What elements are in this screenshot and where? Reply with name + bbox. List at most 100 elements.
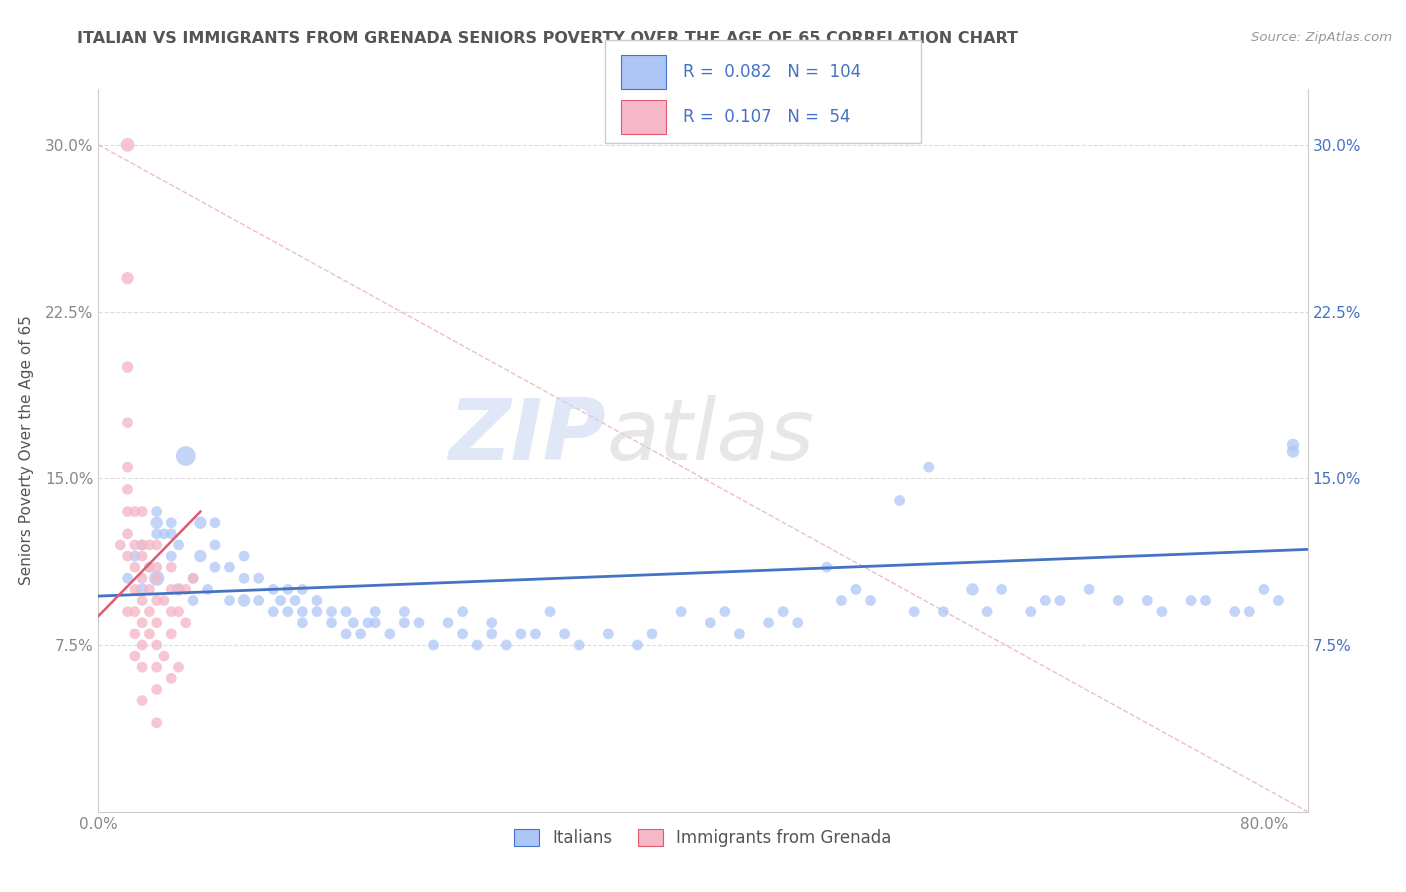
Point [167,538,190,552]
Point [422,638,444,652]
Point [626,638,648,652]
Point [167,582,190,597]
Point [1194,593,1216,607]
Point [153,593,176,607]
Point [437,615,460,630]
Legend: Italians, Immigrants from Grenada: Italians, Immigrants from Grenada [508,822,898,854]
Point [138,627,160,641]
Point [524,627,547,641]
Point [714,605,737,619]
Text: ZIP: ZIP [449,394,606,477]
Point [1049,593,1071,607]
Point [538,605,561,619]
Point [131,549,153,563]
Point [117,271,139,285]
Point [204,516,226,530]
Point [889,493,911,508]
Point [167,660,190,674]
Point [394,615,416,630]
Point [728,627,751,641]
Text: ITALIAN VS IMMIGRANTS FROM GRENADA SENIORS POVERTY OVER THE AGE OF 65 CORRELATIO: ITALIAN VS IMMIGRANTS FROM GRENADA SENIO… [77,31,1018,46]
Point [598,627,620,641]
Point [350,627,373,641]
Point [117,460,139,475]
Point [247,593,270,607]
Point [277,582,299,597]
Point [903,605,925,619]
Text: R =  0.107   N =  54: R = 0.107 N = 54 [683,108,851,126]
Point [117,137,139,152]
Point [451,627,474,641]
Point [932,605,955,619]
Point [160,671,183,685]
Point [124,582,146,597]
Point [131,538,153,552]
Point [160,605,183,619]
Point [145,516,167,530]
Y-axis label: Seniors Poverty Over the Age of 65: Seniors Poverty Over the Age of 65 [18,316,34,585]
Point [138,605,160,619]
Point [204,560,226,574]
Point [321,615,343,630]
Point [160,582,183,597]
Text: atlas: atlas [606,394,814,477]
Point [357,615,380,630]
Point [160,560,183,574]
Point [335,627,357,641]
Point [197,582,219,597]
Point [138,560,160,574]
Point [124,649,146,664]
Point [262,605,284,619]
Point [190,549,212,563]
Point [117,360,139,375]
Point [160,549,183,563]
Point [117,549,139,563]
Point [124,560,146,574]
Point [145,615,167,630]
Point [291,615,314,630]
Point [1180,593,1202,607]
Point [772,605,794,619]
Point [305,593,328,607]
Point [145,571,167,585]
Point [117,483,139,497]
Point [218,560,240,574]
Point [284,593,307,607]
Point [145,715,167,730]
Point [1282,444,1305,458]
Point [131,582,153,597]
Point [1150,605,1173,619]
Point [145,560,167,574]
Point [305,605,328,619]
Point [758,615,780,630]
Point [247,571,270,585]
Point [481,627,503,641]
Point [145,682,167,697]
Point [138,538,160,552]
Point [181,571,204,585]
Point [131,693,153,707]
Point [990,582,1012,597]
Point [1019,605,1042,619]
Point [145,526,167,541]
Point [153,526,176,541]
Point [117,605,139,619]
Point [145,593,167,607]
Point [1107,593,1129,607]
Point [124,627,146,641]
Point [117,416,139,430]
Point [291,582,314,597]
Point [786,615,808,630]
Point [124,538,146,552]
Text: Source: ZipAtlas.com: Source: ZipAtlas.com [1251,31,1392,45]
Point [174,615,197,630]
Point [669,605,692,619]
Point [568,638,591,652]
Point [1267,593,1289,607]
Point [117,505,139,519]
Point [131,571,153,585]
Point [1136,593,1159,607]
Point [145,505,167,519]
Point [554,627,576,641]
Point [138,560,160,574]
